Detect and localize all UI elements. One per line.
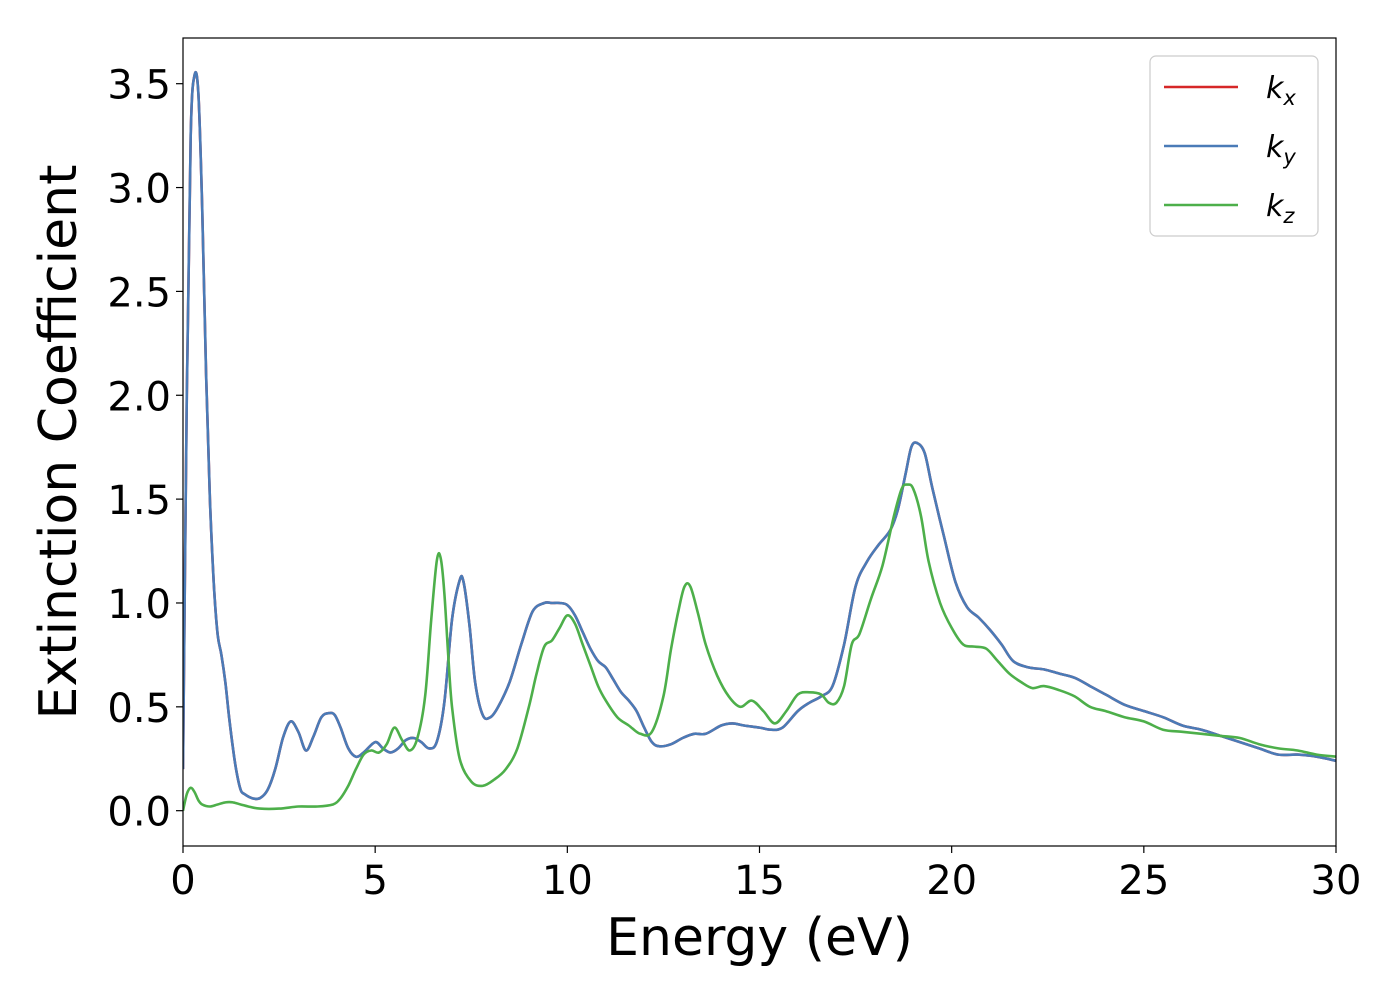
x-tick-label: 25 <box>1118 858 1169 904</box>
plot-lines <box>183 70 1336 811</box>
x-tick-label: 20 <box>926 858 977 904</box>
x-tick-label: 0 <box>170 858 195 904</box>
series-line-y <box>183 70 1336 801</box>
legend-label-z: kz <box>1266 189 1295 228</box>
legend-label-x: kx <box>1266 71 1296 110</box>
x-tick-label: 5 <box>362 858 387 904</box>
legend-label-base: k <box>1266 130 1285 165</box>
y-tick-label: 0.0 <box>107 790 171 836</box>
x-axis-ticks: 0 5 10 15 20 25 30 <box>170 846 1361 904</box>
series-line-z <box>183 483 1336 811</box>
legend-label-y: ky <box>1266 130 1296 169</box>
y-tick-label: 0.5 <box>107 686 171 732</box>
y-tick-label: 2.5 <box>107 270 171 316</box>
y-tick-label: 2.0 <box>107 374 171 420</box>
x-tick-label: 10 <box>542 858 593 904</box>
x-axis-title: Energy (eV) <box>606 908 913 968</box>
y-tick-label: 3.5 <box>107 63 171 109</box>
legend-label-base: k <box>1266 189 1285 224</box>
legend-label-base: k <box>1266 71 1285 106</box>
legend-label-subscript: y <box>1282 145 1296 169</box>
legend-label-subscript: z <box>1282 204 1295 228</box>
y-tick-label: 3.0 <box>107 167 171 213</box>
x-tick-label: 15 <box>734 858 785 904</box>
y-axis-title: Extinction Coefficient <box>29 165 89 720</box>
y-axis-ticks: 0.0 0.5 1.0 1.5 2.0 2.5 3.0 3.5 <box>107 63 183 836</box>
x-tick-label: 30 <box>1311 858 1362 904</box>
plot-frame <box>182 37 1337 847</box>
y-tick-label: 1.0 <box>107 582 171 628</box>
y-tick-label: 1.5 <box>107 478 171 524</box>
legend-label-subscript: x <box>1282 86 1296 110</box>
